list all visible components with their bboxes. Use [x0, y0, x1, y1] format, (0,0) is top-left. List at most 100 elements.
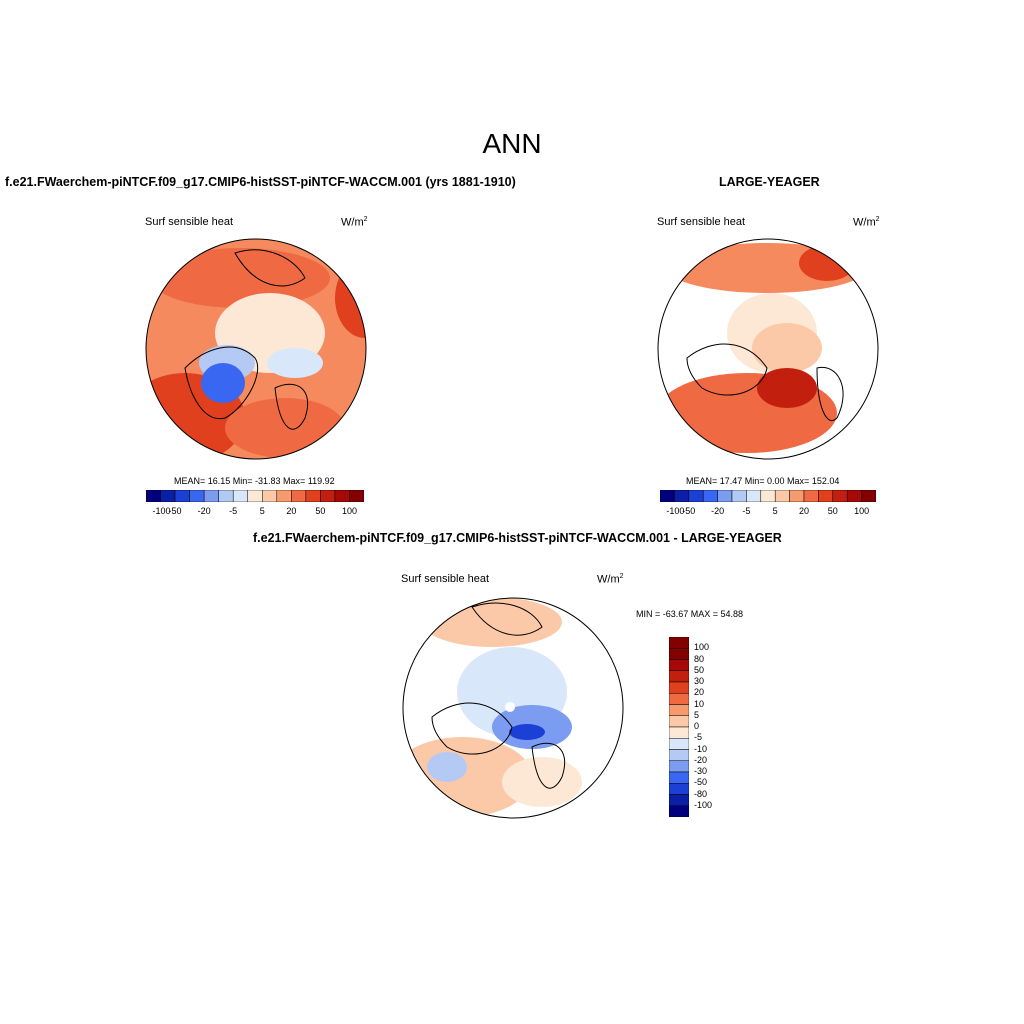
- panel1-stats: MEAN= 16.15 Min= -31.83 Max= 119.92: [174, 476, 335, 486]
- colorbar-tick-label: -10: [694, 743, 708, 754]
- colorbar-swatch: [846, 490, 862, 502]
- map3-coastline: [531, 742, 566, 789]
- colorbar-swatch: [774, 490, 790, 502]
- map1-coastline: [184, 346, 259, 420]
- colorbar-tick-label: -100: [152, 506, 171, 516]
- map1-boundary: [145, 238, 367, 460]
- panel1-colorbar-labels: -100 -50 -20 -5 5 20 50 100: [146, 506, 364, 518]
- colorbar-tick-label: 80: [694, 653, 705, 664]
- colorbar-swatch: [731, 490, 747, 502]
- map2-coastline: [686, 343, 768, 396]
- colorbar-swatch: [669, 693, 689, 705]
- map3-boundary: [402, 597, 624, 819]
- colorbar-tick-label: 100: [694, 642, 710, 653]
- colorbar-tick-label: 50: [827, 506, 838, 516]
- panel1-colorbar: [146, 490, 364, 502]
- map3-coastline: [471, 602, 543, 636]
- colorbar-swatch: [247, 490, 263, 502]
- colorbar-swatch: [674, 490, 690, 502]
- map3-field-patch: [422, 598, 562, 647]
- colorbar-swatch: [669, 715, 689, 728]
- colorbar-tick-label: 0: [694, 721, 700, 731]
- panel2-colorbar: [660, 490, 876, 502]
- colorbar-tick-label: -20: [197, 506, 211, 516]
- map2-field-patch: [752, 323, 822, 373]
- map2-boundary: [657, 238, 879, 460]
- colorbar-swatch: [160, 490, 176, 502]
- colorbar-tick-label: -50: [168, 506, 182, 516]
- colorbar-tick-label: 50: [315, 506, 326, 516]
- colorbar-tick-label: 20: [694, 687, 705, 698]
- colorbar-swatch: [189, 490, 205, 502]
- colorbar-tick-label: 10: [694, 698, 705, 709]
- colorbar-swatch: [660, 490, 675, 502]
- map3-field-patch: [427, 752, 467, 782]
- panel2-stats: MEAN= 17.47 Min= 0.00 Max= 152.04: [686, 476, 840, 486]
- colorbar-swatch: [702, 490, 718, 502]
- colorbar-swatch: [276, 490, 292, 502]
- colorbar-swatch: [669, 783, 689, 795]
- colorbar-swatch: [669, 738, 689, 750]
- map1-field-patch: [267, 348, 323, 378]
- panel2-polar-map: [657, 238, 879, 460]
- colorbar-swatch: [717, 490, 733, 502]
- panel2-colorbar-labels: -100 -50 -20 -5 5 20 50 100: [660, 506, 876, 518]
- colorbar-swatch: [669, 637, 689, 649]
- colorbar-tick-label: 20: [286, 506, 297, 516]
- map1-field-patch: [150, 248, 330, 308]
- colorbar-tick-label: -20: [694, 754, 708, 765]
- map3-field-patch: [509, 724, 545, 740]
- panel3-units: W/m2: [597, 573, 624, 586]
- colorbar-tick-label: -100: [666, 506, 685, 516]
- map1-coastline: [274, 383, 309, 430]
- colorbar-swatch: [818, 490, 834, 502]
- map1-field-patch: [225, 398, 345, 458]
- colorbar-swatch: [669, 794, 689, 806]
- map1-field-patch: [201, 363, 245, 403]
- colorbar-tick-label: -5: [742, 506, 751, 516]
- colorbar-tick-label: 50: [694, 664, 705, 675]
- panel3-polar-map: [402, 597, 624, 819]
- colorbar-tick-label: 5: [772, 506, 778, 516]
- colorbar-swatch: [669, 704, 689, 716]
- colorbar-tick-label: -30: [694, 766, 708, 776]
- colorbar-tick-label: -20: [711, 506, 725, 516]
- colorbar-tick-label: 30: [694, 676, 705, 686]
- colorbar-swatch: [669, 760, 689, 773]
- colorbar-swatch: [688, 490, 704, 502]
- panel3-colorbar: [669, 637, 689, 817]
- colorbar-swatch: [669, 648, 689, 660]
- panel1-title: f.e21.FWaerchem-piNTCF.f09_g17.CMIP6-his…: [5, 175, 516, 189]
- colorbar-swatch: [146, 490, 161, 502]
- panel2-units: W/m2: [853, 216, 880, 229]
- map3-coastline: [431, 702, 513, 755]
- colorbar-tick-label: -80: [694, 788, 708, 799]
- panel2-title: LARGE-YEAGER: [719, 175, 820, 189]
- colorbar-tick-label: 100: [854, 506, 870, 516]
- colorbar-tick-label: -5: [229, 506, 238, 516]
- map2-coastline: [816, 366, 844, 421]
- colorbar-swatch: [760, 490, 776, 502]
- colorbar-swatch: [803, 490, 819, 502]
- main-title: ANN: [482, 128, 542, 159]
- colorbar-swatch: [349, 490, 364, 502]
- colorbar-swatch: [218, 490, 234, 502]
- colorbar-swatch: [262, 490, 278, 502]
- colorbar-tick-label: 5: [694, 709, 700, 720]
- panel3-colorbar-labels: 100 80 50 30 20 10 5 0 -5 -10 -20 -30 -50 -80 -100: [694, 637, 734, 817]
- panel1-variable: Surf sensible heat: [145, 216, 234, 228]
- panel1-units: W/m2: [341, 216, 368, 229]
- map3-field-patch: [502, 757, 582, 807]
- colorbar-tick-label: -50: [682, 506, 696, 516]
- bottom-panel-title: f.e21.FWaerchem-piNTCF.f09_g17.CMIP6-his…: [253, 531, 782, 545]
- colorbar-swatch: [669, 805, 689, 817]
- colorbar-swatch: [305, 490, 321, 502]
- colorbar-tick-label: -5: [694, 732, 703, 743]
- map2-field-patch: [757, 368, 817, 408]
- map2-field-patch: [799, 245, 855, 281]
- panel3-variable: Surf sensible heat: [401, 573, 490, 585]
- colorbar-swatch: [832, 490, 848, 502]
- colorbar-swatch: [669, 726, 689, 739]
- colorbar-tick-label: 5: [259, 506, 265, 516]
- colorbar-swatch: [203, 490, 219, 502]
